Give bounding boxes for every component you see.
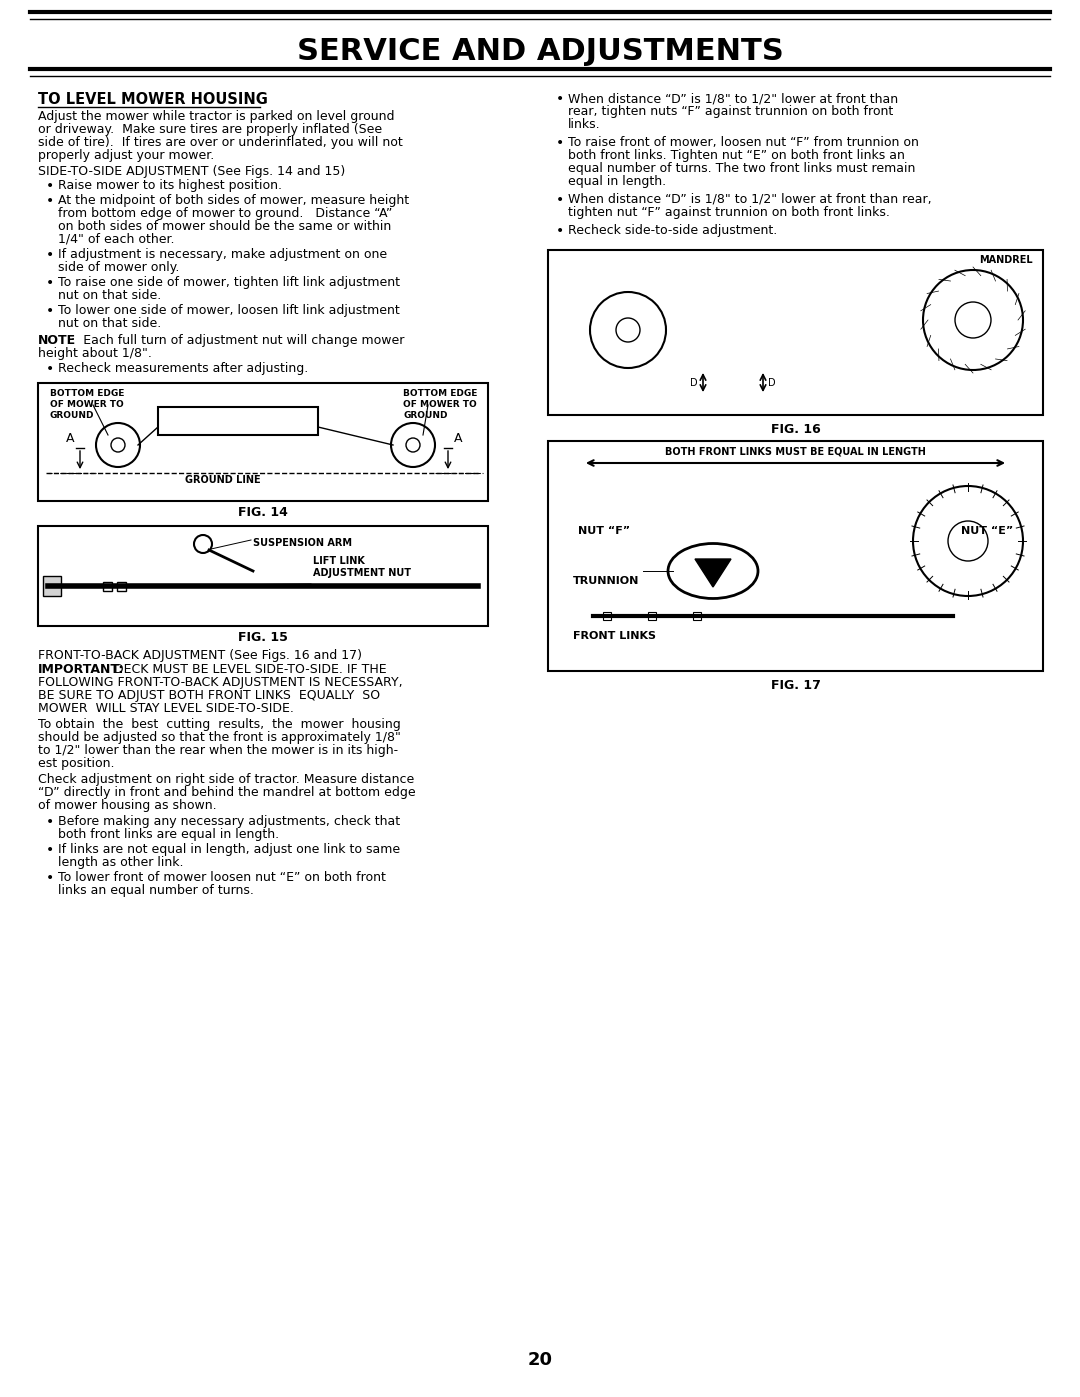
Text: est position.: est position.	[38, 757, 114, 770]
Bar	[603, 612, 611, 620]
Text: FIG. 16: FIG. 16	[771, 423, 821, 436]
Text: NUT “F”: NUT “F”	[578, 527, 630, 536]
Text: •: •	[556, 92, 564, 106]
Text: TRUNNION: TRUNNION	[573, 576, 639, 585]
Text: SIDE-TO-SIDE ADJUSTMENT (See Figs. 14 and 15): SIDE-TO-SIDE ADJUSTMENT (See Figs. 14 an…	[38, 165, 346, 177]
Text: links.: links.	[568, 117, 600, 131]
Bar	[548, 441, 1043, 671]
Text: FIG. 15: FIG. 15	[238, 631, 288, 644]
Bar	[43, 576, 60, 597]
Text: When distance “D” is 1/8" to 1/2" lower at front than: When distance “D” is 1/8" to 1/2" lower …	[568, 92, 899, 105]
Bar	[117, 581, 126, 591]
Text: SUSPENSION ARM: SUSPENSION ARM	[253, 538, 352, 548]
Text: DECK MUST BE LEVEL SIDE-TO-SIDE. IF THE: DECK MUST BE LEVEL SIDE-TO-SIDE. IF THE	[110, 664, 387, 676]
Text: At the midpoint of both sides of mower, measure height: At the midpoint of both sides of mower, …	[58, 194, 409, 207]
Text: To obtain  the  best  cutting  results,  the  mower  housing: To obtain the best cutting results, the …	[38, 718, 401, 731]
Text: properly adjust your mower.: properly adjust your mower.	[38, 149, 214, 162]
Bar	[648, 612, 656, 620]
Bar	[38, 383, 488, 502]
Text: TO LEVEL MOWER HOUSING: TO LEVEL MOWER HOUSING	[38, 92, 268, 108]
Bar	[38, 527, 488, 626]
Text: BOTTOM EDGE
OF MOWER TO
GROUND: BOTTOM EDGE OF MOWER TO GROUND	[50, 388, 124, 420]
Text: FRONT-TO-BACK ADJUSTMENT (See Figs. 16 and 17): FRONT-TO-BACK ADJUSTMENT (See Figs. 16 a…	[38, 650, 362, 662]
Text: of mower housing as shown.: of mower housing as shown.	[38, 799, 217, 812]
Text: GROUND LINE: GROUND LINE	[185, 475, 260, 485]
Text: 20: 20	[527, 1351, 553, 1369]
Text: Raise mower to its highest position.: Raise mower to its highest position.	[58, 179, 282, 191]
Text: Before making any necessary adjustments, check that: Before making any necessary adjustments,…	[58, 814, 400, 828]
Text: •: •	[46, 870, 54, 886]
Text: When distance “D” is 1/8" to 1/2" lower at front than rear,: When distance “D” is 1/8" to 1/2" lower …	[568, 193, 932, 205]
Text: both front links are equal in length.: both front links are equal in length.	[58, 828, 279, 841]
Text: to 1/2" lower than the rear when the mower is in its high-: to 1/2" lower than the rear when the mow…	[38, 745, 399, 757]
Text: BOTH FRONT LINKS MUST BE EQUAL IN LENGTH: BOTH FRONT LINKS MUST BE EQUAL IN LENGTH	[665, 446, 926, 455]
Text: MOWER  WILL STAY LEVEL SIDE-TO-SIDE.: MOWER WILL STAY LEVEL SIDE-TO-SIDE.	[38, 703, 294, 715]
Text: •: •	[46, 842, 54, 856]
Bar	[103, 581, 112, 591]
Text: •: •	[556, 136, 564, 149]
Text: or driveway.  Make sure tires are properly inflated (See: or driveway. Make sure tires are properl…	[38, 123, 382, 136]
Text: side of mower only.: side of mower only.	[58, 261, 179, 274]
Text: “D” directly in front and behind the mandrel at bottom edge: “D” directly in front and behind the man…	[38, 787, 416, 799]
Text: should be adjusted so that the front is approximately 1/8": should be adjusted so that the front is …	[38, 731, 401, 745]
Text: D: D	[768, 377, 775, 387]
Text: If links are not equal in length, adjust one link to same: If links are not equal in length, adjust…	[58, 842, 400, 856]
Text: rear, tighten nuts “F” against trunnion on both front: rear, tighten nuts “F” against trunnion …	[568, 105, 893, 117]
Text: •: •	[46, 249, 54, 263]
Text: equal in length.: equal in length.	[568, 175, 666, 189]
Text: To lower one side of mower, loosen lift link adjustment: To lower one side of mower, loosen lift …	[58, 305, 400, 317]
Text: D: D	[690, 377, 698, 387]
Text: •: •	[46, 277, 54, 291]
Text: A: A	[454, 432, 462, 446]
Text: side of tire).  If tires are over or underinflated, you will not: side of tire). If tires are over or unde…	[38, 136, 403, 149]
Text: IMPORTANT:: IMPORTANT:	[38, 664, 124, 676]
Text: height about 1/8".: height about 1/8".	[38, 346, 152, 360]
Text: •: •	[556, 193, 564, 207]
Text: •: •	[46, 305, 54, 319]
Text: BE SURE TO ADJUST BOTH FRONT LINKS  EQUALLY  SO: BE SURE TO ADJUST BOTH FRONT LINKS EQUAL…	[38, 689, 380, 703]
Bar	[693, 612, 701, 620]
Polygon shape	[696, 559, 731, 587]
Text: •: •	[46, 179, 54, 193]
Text: FRONT LINKS: FRONT LINKS	[573, 631, 656, 641]
Text: FIG. 14: FIG. 14	[238, 506, 288, 520]
Text: SERVICE AND ADJUSTMENTS: SERVICE AND ADJUSTMENTS	[297, 36, 783, 66]
Text: LIFT LINK
ADJUSTMENT NUT: LIFT LINK ADJUSTMENT NUT	[313, 556, 411, 578]
Text: MANDREL: MANDREL	[980, 256, 1032, 265]
Text: If adjustment is necessary, make adjustment on one: If adjustment is necessary, make adjustm…	[58, 249, 387, 261]
Text: tighten nut “F” against trunnion on both front links.: tighten nut “F” against trunnion on both…	[568, 205, 890, 219]
Bar	[548, 250, 1043, 415]
Text: A: A	[66, 432, 75, 446]
Text: FOLLOWING FRONT-TO-BACK ADJUSTMENT IS NECESSARY,: FOLLOWING FRONT-TO-BACK ADJUSTMENT IS NE…	[38, 676, 403, 689]
Text: :  Each full turn of adjustment nut will change mower: : Each full turn of adjustment nut will …	[71, 334, 404, 346]
Text: links an equal number of turns.: links an equal number of turns.	[58, 884, 254, 897]
Text: both front links. Tighten nut “E” on both front links an: both front links. Tighten nut “E” on bot…	[568, 149, 905, 162]
Text: BOTTOM EDGE
OF MOWER TO
GROUND: BOTTOM EDGE OF MOWER TO GROUND	[403, 388, 477, 420]
Ellipse shape	[669, 543, 758, 598]
Text: equal number of turns. The two front links must remain: equal number of turns. The two front lin…	[568, 162, 916, 175]
Text: from bottom edge of mower to ground.   Distance “A”: from bottom edge of mower to ground. Dis…	[58, 207, 392, 219]
Text: Recheck measurements after adjusting.: Recheck measurements after adjusting.	[58, 362, 308, 374]
Text: Recheck side-to-side adjustment.: Recheck side-to-side adjustment.	[568, 224, 778, 237]
Text: •: •	[46, 362, 54, 376]
Text: nut on that side.: nut on that side.	[58, 289, 161, 302]
Text: nut on that side.: nut on that side.	[58, 317, 161, 330]
Text: Check adjustment on right side of tractor. Measure distance: Check adjustment on right side of tracto…	[38, 773, 415, 787]
Text: FIG. 17: FIG. 17	[770, 679, 821, 692]
Text: NOTE: NOTE	[38, 334, 76, 346]
Text: •: •	[46, 194, 54, 208]
Text: •: •	[556, 224, 564, 237]
Text: on both sides of mower should be the same or within: on both sides of mower should be the sam…	[58, 219, 391, 233]
Bar	[158, 407, 318, 434]
Text: To raise front of mower, loosen nut “F” from trunnion on: To raise front of mower, loosen nut “F” …	[568, 136, 919, 149]
Text: To raise one side of mower, tighten lift link adjustment: To raise one side of mower, tighten lift…	[58, 277, 400, 289]
Text: 1/4" of each other.: 1/4" of each other.	[58, 233, 175, 246]
Text: NUT “E”: NUT “E”	[961, 527, 1013, 536]
Text: Adjust the mower while tractor is parked on level ground: Adjust the mower while tractor is parked…	[38, 110, 394, 123]
Text: •: •	[46, 814, 54, 828]
Text: length as other link.: length as other link.	[58, 856, 184, 869]
Text: To lower front of mower loosen nut “E” on both front: To lower front of mower loosen nut “E” o…	[58, 870, 386, 884]
